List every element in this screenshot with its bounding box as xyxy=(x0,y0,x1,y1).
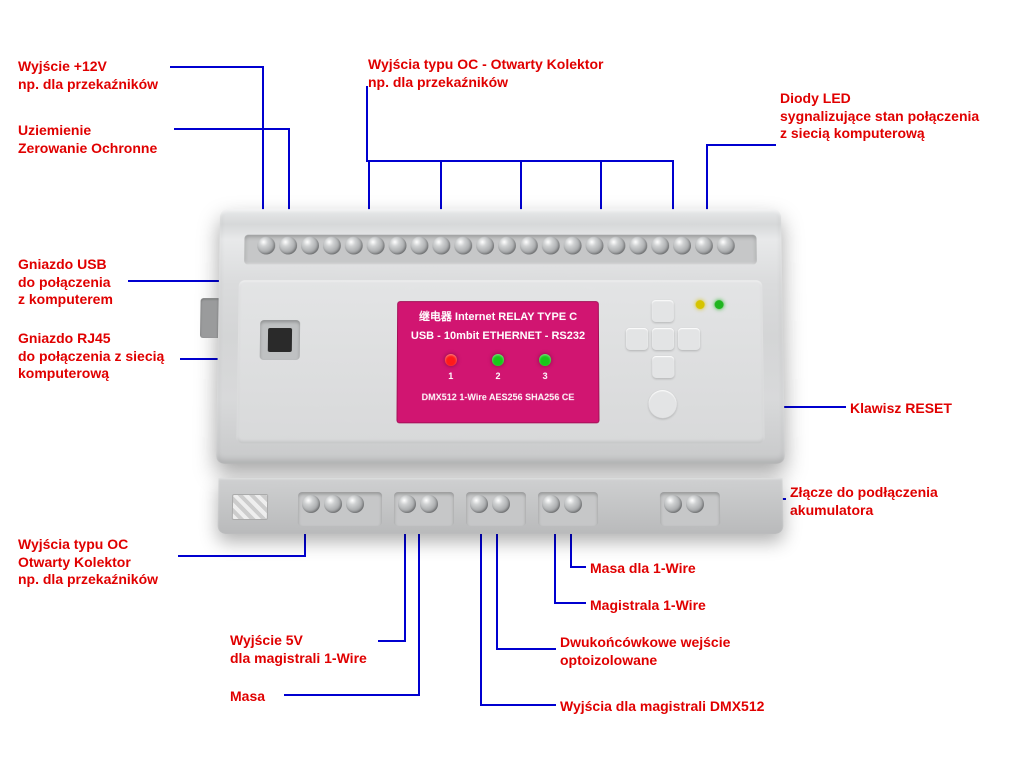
top-screws-row xyxy=(257,237,752,263)
terminal-screw xyxy=(607,237,625,255)
usb-port xyxy=(260,320,301,360)
face-led-2 xyxy=(492,354,504,366)
leader-line xyxy=(554,602,586,604)
terminal-screw xyxy=(470,495,488,513)
terminal-block xyxy=(466,492,526,526)
leader-line xyxy=(180,358,218,360)
leader-line xyxy=(404,522,406,642)
label-onewire-gnd: Masa dla 1-Wire xyxy=(590,560,696,578)
terminal-screw xyxy=(664,495,682,513)
leader-line xyxy=(366,86,368,162)
leader-line xyxy=(262,66,264,226)
label-status-leds: Diody LED sygnalizujące stan połączenia … xyxy=(780,90,979,143)
front-panel: 继电器 Internet RELAY TYPE C USB - 10mbit E… xyxy=(236,280,764,443)
terminal-screw xyxy=(398,495,416,513)
bottom-terminal-strip xyxy=(218,478,784,534)
leader-line xyxy=(554,522,556,604)
terminal-screw xyxy=(345,237,363,255)
label-usb: Gniazdo USB do połączenia z komputerem xyxy=(18,256,113,309)
terminal-screw xyxy=(686,495,704,513)
face-line-2: USB - 10mbit ETHERNET - RS232 xyxy=(398,330,598,342)
terminal-screw xyxy=(323,237,341,255)
terminal-screw xyxy=(476,237,494,255)
label-out-5v: Wyjście 5V dla magistrali 1-Wire xyxy=(230,632,367,667)
label-oc-bottom: Wyjścia typu OC Otwarty Kolektor np. dla… xyxy=(18,536,158,589)
label-out-12v: Wyjście +12V np. dla przekaźników xyxy=(18,58,158,93)
face-led-1 xyxy=(445,354,457,366)
terminal-screw xyxy=(586,237,604,255)
terminal-screw xyxy=(542,237,560,255)
terminal-screw xyxy=(420,495,438,513)
device-body: 继电器 Internet RELAY TYPE C USB - 10mbit E… xyxy=(216,209,785,464)
leader-line xyxy=(284,694,420,696)
terminal-screw xyxy=(542,495,560,513)
leader-line xyxy=(496,522,498,650)
status-led-yellow xyxy=(695,300,704,309)
terminal-screw xyxy=(498,237,516,255)
label-onewire-bus: Magistrala 1-Wire xyxy=(590,597,706,615)
terminal-screw xyxy=(651,237,669,255)
terminal-block xyxy=(538,492,598,526)
terminal-screw xyxy=(717,237,735,255)
face-led-3 xyxy=(539,354,551,366)
terminal-screw xyxy=(410,237,428,255)
leader-line xyxy=(178,555,306,557)
label-batt: Złącze do podłączenia akumulatora xyxy=(790,484,938,519)
terminal-screw xyxy=(301,237,319,255)
leader-line xyxy=(174,128,290,130)
leader-line xyxy=(706,144,776,146)
vendor-logo-icon xyxy=(232,494,268,520)
leader-line xyxy=(480,522,482,706)
display-plate: 继电器 Internet RELAY TYPE C USB - 10mbit E… xyxy=(397,302,598,422)
terminal-screw xyxy=(629,237,647,255)
label-reset: Klawisz RESET xyxy=(850,400,952,418)
terminal-block xyxy=(660,492,720,526)
terminal-screw xyxy=(492,495,510,513)
status-leds-pair xyxy=(689,296,724,314)
label-opto: Dwukońcówkowe wejście optoizolowane xyxy=(560,634,730,669)
face-led-numbers: 1 2 3 xyxy=(398,369,599,382)
leader-line xyxy=(418,522,420,696)
status-led-green xyxy=(715,300,724,309)
label-dmx: Wyjścia dla magistrali DMX512 xyxy=(560,698,764,716)
reset-button[interactable] xyxy=(648,390,676,418)
terminal-screw xyxy=(346,495,364,513)
face-line-3: DMX512 1-Wire AES256 SHA256 CE xyxy=(398,392,599,402)
nav-right-button[interactable] xyxy=(678,328,700,350)
terminal-block xyxy=(298,492,382,526)
leader-line xyxy=(170,66,264,68)
terminal-screw xyxy=(324,495,342,513)
label-rj45: Gniazdo RJ45 do połączenia z siecią komp… xyxy=(18,330,164,383)
nav-down-button[interactable] xyxy=(652,356,674,378)
terminal-block xyxy=(394,492,454,526)
label-ground: Uziemienie Zerowanie Ochronne xyxy=(18,122,157,157)
terminal-screw xyxy=(302,495,320,513)
nav-left-button[interactable] xyxy=(626,328,648,350)
leader-line xyxy=(480,704,556,706)
usb-port-socket xyxy=(268,328,292,352)
terminal-screw xyxy=(367,237,385,255)
terminal-screw xyxy=(564,237,582,255)
leader-line xyxy=(496,648,556,650)
label-oc-top: Wyjścia typu OC - Otwarty Kolektor np. d… xyxy=(368,56,603,91)
terminal-screw xyxy=(454,237,472,255)
terminal-screw xyxy=(432,237,450,255)
face-line-1: 继电器 Internet RELAY TYPE C xyxy=(398,308,598,324)
terminal-screw xyxy=(279,237,297,255)
keypad xyxy=(608,290,719,430)
terminal-screw xyxy=(564,495,582,513)
rj45-port xyxy=(200,298,219,338)
terminal-screw xyxy=(389,237,407,255)
terminal-screw xyxy=(257,237,275,255)
terminal-screw xyxy=(695,237,713,255)
terminal-screw xyxy=(520,237,538,255)
label-gnd: Masa xyxy=(230,688,265,706)
nav-up-button[interactable] xyxy=(652,300,674,322)
nav-center-button[interactable] xyxy=(652,328,674,350)
leader-line xyxy=(570,566,586,568)
leader-line xyxy=(378,640,406,642)
face-leds-row xyxy=(398,354,598,369)
terminal-screw xyxy=(673,237,691,255)
